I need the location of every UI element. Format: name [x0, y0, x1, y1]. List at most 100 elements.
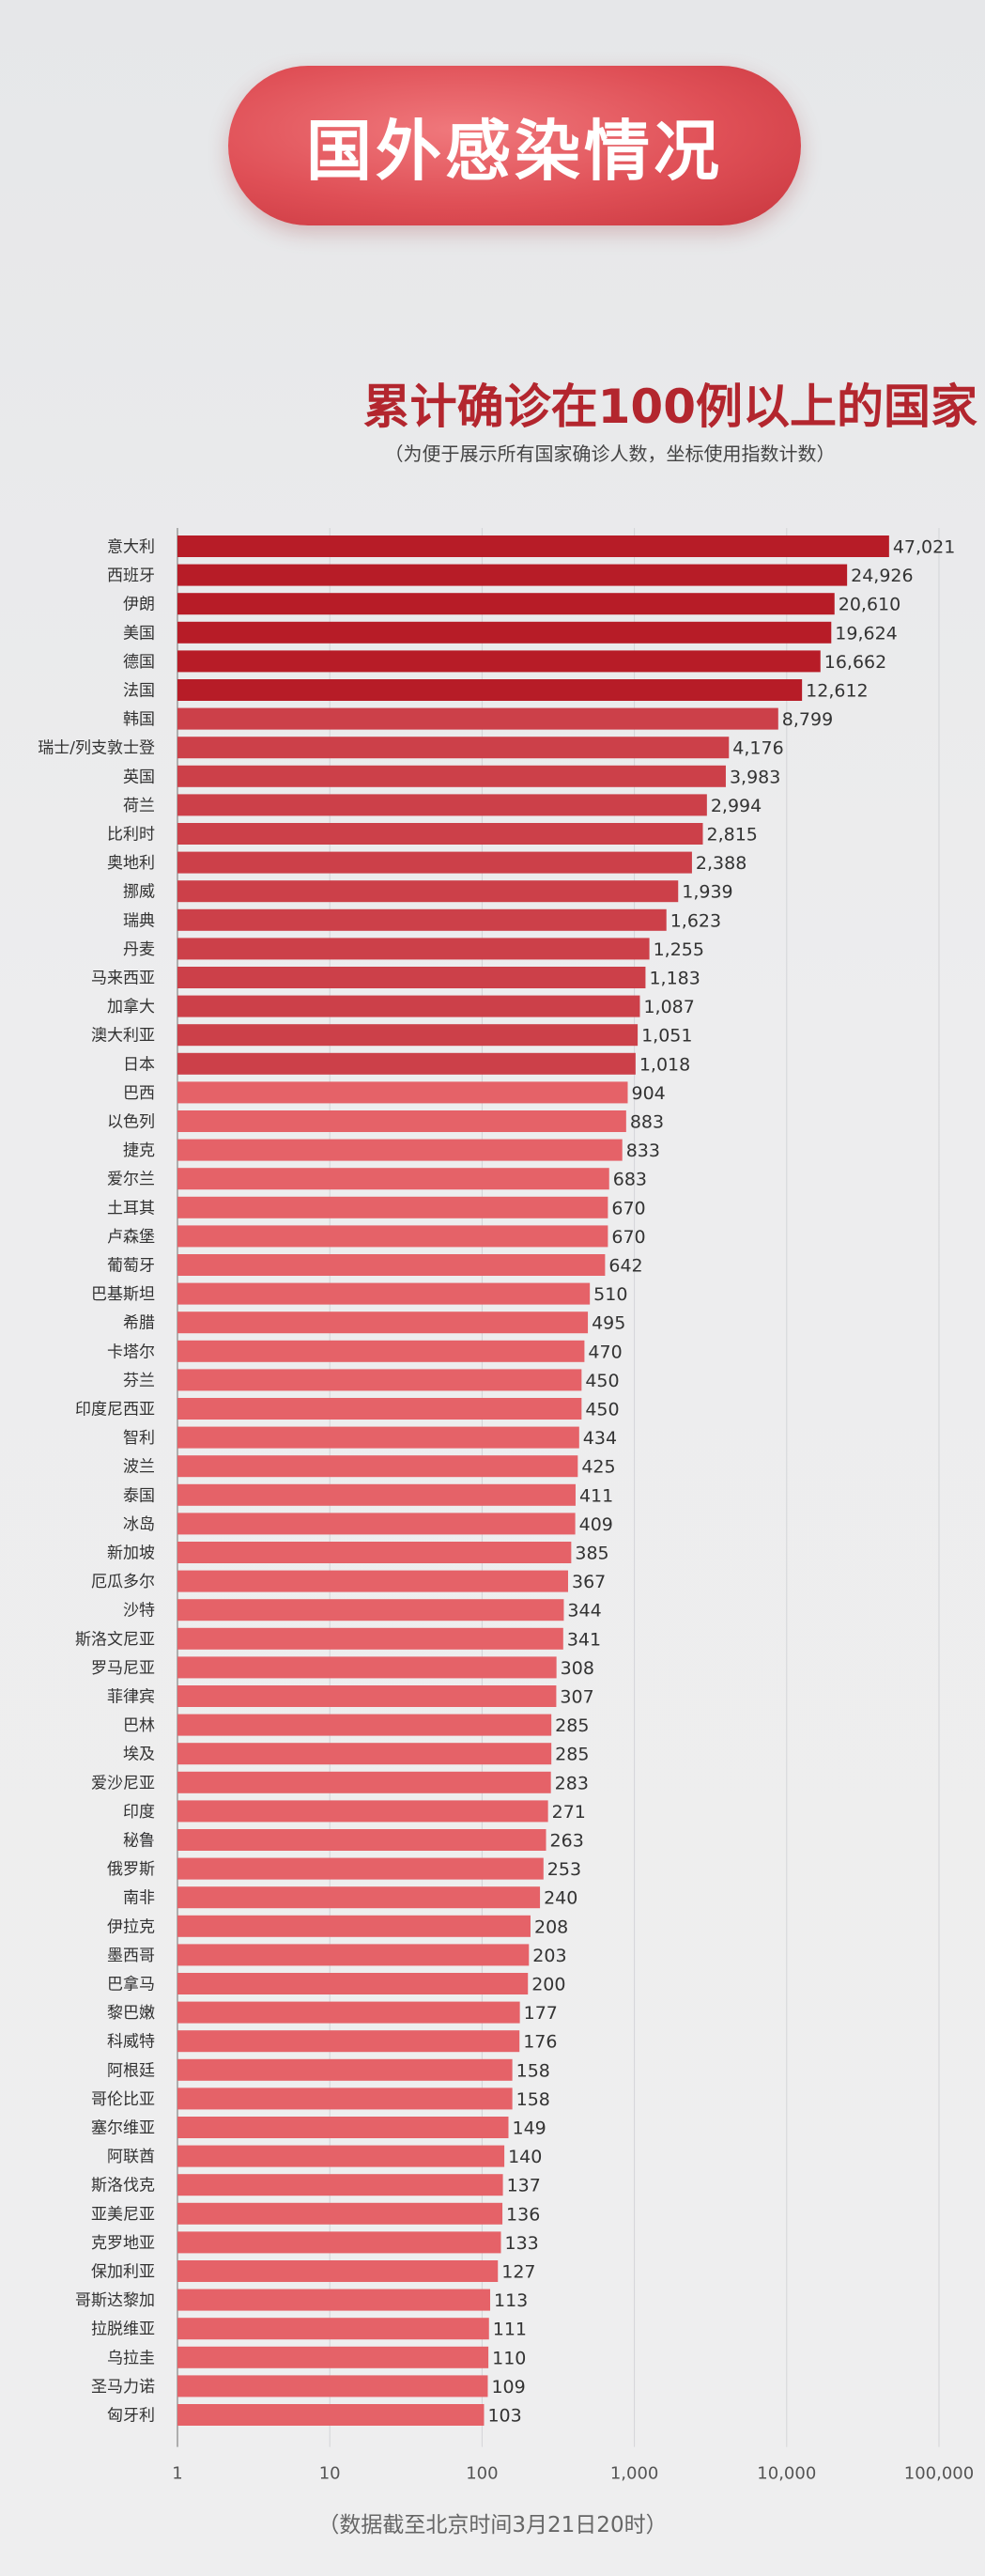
value-label: 177	[524, 2003, 558, 2024]
bar	[177, 1944, 530, 1966]
value-label: 127	[501, 2262, 535, 2283]
category-label: 厄瓜多尔	[91, 1573, 155, 1591]
value-label: 136	[506, 2204, 540, 2225]
category-label: 乌拉圭	[107, 2349, 155, 2367]
value-label: 133	[504, 2233, 538, 2254]
chart-note: （为便于展示所有国家确诊人数，坐标使用指数计数）	[384, 442, 836, 465]
category-label: 印度尼西亚	[75, 1401, 155, 1420]
category-label: 塞尔维亚	[91, 2119, 155, 2138]
bar	[177, 1081, 628, 1104]
bar	[177, 1829, 546, 1851]
category-label: 伊拉克	[107, 1917, 155, 1936]
value-label: 20,610	[839, 595, 900, 615]
category-label: 哥斯达黎加	[75, 2291, 155, 2310]
category-label: 马来西亚	[91, 970, 155, 988]
bar	[177, 650, 821, 673]
bar	[177, 1656, 557, 1679]
bar	[177, 1542, 572, 1563]
value-label: 285	[555, 1745, 589, 1765]
bar	[177, 2346, 489, 2368]
value-label: 2,815	[707, 825, 758, 846]
chart-subtitle: 累计确诊在100例以上的国家	[362, 380, 977, 434]
category-label: 韩国	[123, 710, 155, 729]
value-label: 103	[487, 2406, 521, 2427]
value-label: 450	[585, 1371, 619, 1391]
category-label: 圣马力诺	[91, 2378, 155, 2397]
bar	[177, 1771, 551, 1793]
bar	[177, 1225, 608, 1248]
value-label: 1,183	[649, 969, 700, 989]
bar	[177, 679, 803, 701]
x-tick-label: 100,000	[904, 2464, 974, 2484]
category-label: 瑞士/列支敦士登	[38, 739, 155, 758]
category-label: 冰岛	[123, 1515, 155, 1534]
bar	[177, 2087, 513, 2110]
value-label: 12,612	[806, 681, 868, 702]
category-label: 俄罗斯	[107, 1860, 155, 1879]
bar	[177, 737, 730, 759]
category-label: 希腊	[123, 1314, 155, 1333]
x-tick-label: 100	[466, 2464, 498, 2484]
value-label: 495	[592, 1313, 625, 1334]
value-label: 1,051	[641, 1026, 692, 1047]
bar	[177, 1513, 576, 1535]
category-label: 英国	[123, 768, 155, 786]
category-label: 法国	[123, 682, 155, 701]
bar	[177, 1139, 623, 1161]
category-label: 新加坡	[107, 1544, 155, 1563]
value-label: 670	[611, 1198, 645, 1218]
bar	[177, 1570, 568, 1592]
category-label: 比利时	[107, 826, 155, 845]
category-label: 以色列	[107, 1113, 155, 1132]
category-label: 亚美尼亚	[91, 2205, 155, 2224]
title-banner: 国外感染情况	[228, 66, 801, 225]
x-tick-label: 1	[172, 2464, 182, 2484]
category-label: 墨西哥	[107, 1947, 155, 1965]
bar	[177, 2404, 485, 2426]
category-label: 哥伦比亚	[91, 2090, 155, 2109]
bar	[177, 1599, 564, 1622]
bar	[177, 2202, 503, 2225]
category-label: 澳大利亚	[91, 1027, 155, 1046]
value-label: 140	[508, 2147, 542, 2167]
bar	[177, 1886, 541, 1909]
value-label: 3,983	[730, 767, 780, 787]
category-label: 土耳其	[107, 1199, 155, 1218]
bar	[177, 2231, 501, 2254]
category-label: 罗马尼亚	[91, 1659, 155, 1678]
source-note: （数据截至北京时间3月21日20时）	[317, 2513, 668, 2537]
value-label: 263	[550, 1831, 584, 1852]
category-label: 菲律宾	[107, 1688, 155, 1707]
bar	[177, 2058, 513, 2081]
x-tick-label: 1,000	[610, 2464, 659, 2484]
value-label: 16,662	[824, 652, 886, 673]
bar	[177, 564, 848, 586]
value-label: 510	[593, 1284, 627, 1305]
category-label: 瑞典	[123, 911, 155, 930]
category-label: 科威特	[107, 2033, 155, 2052]
bar	[177, 535, 889, 557]
value-label: 385	[575, 1544, 608, 1564]
value-label: 1,018	[639, 1054, 690, 1075]
value-label: 409	[579, 1514, 613, 1535]
category-label: 伊朗	[123, 596, 155, 614]
value-label: 434	[583, 1428, 617, 1449]
bar	[177, 2318, 489, 2340]
bar	[177, 1369, 582, 1391]
value-label: 2,994	[711, 796, 762, 816]
category-label: 匈牙利	[107, 2407, 155, 2426]
value-label: 285	[555, 1715, 589, 1736]
value-label: 2,388	[696, 853, 746, 874]
category-label: 阿根廷	[107, 2061, 155, 2080]
value-label: 683	[613, 1170, 647, 1190]
value-label: 176	[523, 2032, 557, 2053]
bar	[177, 823, 703, 845]
bar	[177, 1426, 579, 1449]
bar	[177, 967, 646, 988]
bar	[177, 1311, 589, 1334]
bar	[177, 1743, 552, 1765]
banner-title: 国外感染情况	[306, 112, 723, 190]
category-label: 波兰	[123, 1458, 155, 1477]
value-label: 158	[516, 2089, 550, 2110]
bar	[177, 1973, 529, 1994]
